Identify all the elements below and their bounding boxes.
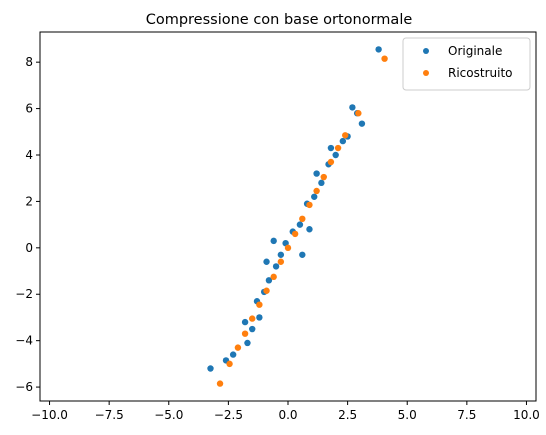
- point-ricostruito-1: [355, 110, 362, 117]
- point-originale-2: [358, 120, 366, 127]
- point-ricostruito-3: [226, 360, 233, 368]
- y-tick-label-0: −6: [15, 380, 33, 394]
- point-originale-4: [207, 365, 214, 372]
- point-originale-13: [277, 251, 285, 258]
- point-ricostruito-5: [241, 330, 249, 337]
- x-tick-label-4: 0.0: [278, 408, 297, 422]
- x-axis: −10.0 −7.5 −5.0 −2.5 0.0 2.5 5.0 7.5 10.0: [31, 401, 540, 422]
- point-ricostruito-14: [306, 201, 313, 209]
- point-ricostruito-0: [381, 55, 388, 62]
- x-tick-label-2: −5.0: [154, 408, 183, 422]
- y-tick-label-1: −4: [15, 334, 33, 348]
- point-originale-25: [299, 251, 306, 258]
- point-ricostruito-11: [284, 244, 292, 252]
- point-originale-16: [296, 221, 304, 228]
- y-tick-label-3: 0: [25, 241, 33, 255]
- point-originale-18: [311, 193, 318, 200]
- point-originale-0: [375, 46, 382, 53]
- y-tick-label-5: 4: [25, 148, 33, 162]
- point-originale-31: [244, 339, 251, 347]
- point-originale-24: [270, 237, 277, 245]
- x-tick-label-8: 10.0: [513, 408, 540, 422]
- point-ricostruito-12: [291, 230, 299, 238]
- point-originale-11: [265, 277, 273, 284]
- point-originale-12: [272, 263, 280, 270]
- point-originale-1: [349, 104, 356, 111]
- x-tick-label-7: 7.5: [457, 408, 476, 422]
- point-originale-8: [249, 325, 256, 333]
- points-layer: [207, 46, 388, 387]
- legend: Originale Ricostruito: [402, 37, 531, 91]
- y-axis: −6 −4 −2 0 2 4 6 8: [15, 55, 40, 394]
- point-ricostruito-19: [342, 132, 349, 139]
- point-originale-27: [256, 314, 263, 321]
- legend-label-ricostruito: Ricostruito: [448, 66, 513, 80]
- point-originale-26: [313, 170, 320, 177]
- point-originale-7: [241, 318, 249, 326]
- point-ricostruito-7: [256, 301, 263, 308]
- x-tick-label-1: −7.5: [95, 408, 124, 422]
- point-originale-22: [339, 137, 347, 145]
- x-tick-label-3: −2.5: [214, 408, 243, 422]
- point-ricostruito-15: [313, 187, 320, 195]
- legend-marker-originale: [423, 48, 429, 54]
- point-ricostruito-18: [334, 144, 342, 152]
- y-tick-label-4: 2: [25, 194, 33, 208]
- point-ricostruito-9: [270, 273, 277, 281]
- chart-title: Compressione con base ortonormale: [146, 12, 413, 28]
- y-tick-label-6: 6: [25, 102, 33, 116]
- point-ricostruito-17: [327, 158, 335, 166]
- point-originale-30: [327, 144, 335, 152]
- y-tick-label-2: −2: [15, 287, 33, 301]
- point-ricostruito-4: [234, 344, 242, 351]
- legend-label-originale: Originale: [448, 44, 502, 58]
- point-ricostruito-6: [249, 315, 256, 322]
- point-originale-19: [318, 179, 325, 187]
- point-ricostruito-10: [277, 258, 285, 265]
- point-ricostruito-16: [320, 173, 327, 181]
- point-ricostruito-2: [216, 380, 224, 387]
- point-ricostruito-13: [299, 215, 306, 223]
- point-ricostruito-8: [263, 287, 270, 294]
- x-tick-label-6: 5.0: [398, 408, 417, 422]
- point-originale-6: [229, 351, 237, 358]
- legend-marker-ricostruito: [423, 70, 429, 76]
- point-originale-29: [263, 258, 270, 265]
- point-originale-28: [306, 226, 313, 233]
- x-tick-label-5: 2.5: [338, 408, 357, 422]
- point-originale-21: [332, 151, 339, 159]
- y-tick-label-7: 8: [25, 55, 33, 69]
- legend-box: [402, 37, 531, 91]
- x-tick-label-0: −10.0: [31, 408, 68, 422]
